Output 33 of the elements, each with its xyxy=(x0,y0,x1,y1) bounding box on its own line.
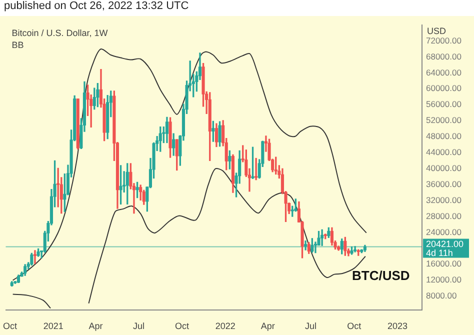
y-tick-label: 16000.00 xyxy=(426,258,462,269)
x-tick-label: 2021 xyxy=(43,321,64,332)
x-tick-label: Jul xyxy=(304,321,317,332)
y-tick-label: 44000.00 xyxy=(426,147,462,158)
y-tick-label: 48000.00 xyxy=(426,131,462,142)
y-axis-title: USD xyxy=(427,26,446,36)
y-tick-label: 12000.00 xyxy=(426,274,462,285)
y-tick-label: 36000.00 xyxy=(426,178,462,189)
x-tick-label: 2022 xyxy=(215,321,236,332)
y-tick-label: 56000.00 xyxy=(426,99,462,110)
annotation: BB xyxy=(12,40,24,50)
x-tick-label: Oct xyxy=(175,321,190,332)
text: 4d 11h xyxy=(426,248,453,258)
x-tick-label: Jul xyxy=(132,321,144,332)
x-tick-label: Oct xyxy=(2,321,18,332)
y-tick-label: 60000.00 xyxy=(426,83,462,94)
x-tick-label: Apr xyxy=(260,321,275,332)
y-tick-label: 8000.00 xyxy=(426,290,457,301)
x-tick-label: Oct xyxy=(347,321,362,332)
y-tick-label: 64000.00 xyxy=(426,67,462,78)
y-tick-label: 68000.00 xyxy=(426,51,462,62)
ref-line-label: 20421.00 xyxy=(426,239,464,250)
y-tick-label: 32000.00 xyxy=(426,194,462,205)
y-tick-label: 28000.00 xyxy=(426,210,462,221)
y-tick-label: 40000.00 xyxy=(426,162,462,173)
annotation: BTC/USD xyxy=(352,268,410,284)
y-tick-label: 72000.00 xyxy=(426,35,462,46)
text: published on Oct 26, 2022 13:32 UTC xyxy=(3,0,190,14)
chart-title: Bitcoin / U.S. Dollar, 1W xyxy=(12,28,108,38)
x-tick-label: Apr xyxy=(88,321,103,332)
x-tick-label: 2023 xyxy=(387,321,408,332)
y-tick-label: 24000.00 xyxy=(426,226,462,237)
y-tick-label: 52000.00 xyxy=(426,115,462,126)
